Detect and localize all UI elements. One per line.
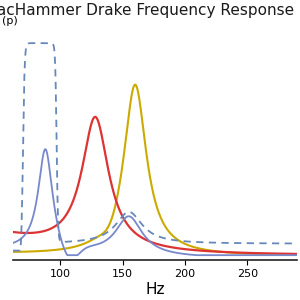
Text: TacHammer Drake Frequency Response: TacHammer Drake Frequency Response [0, 3, 294, 18]
Y-axis label: (p): (p) [2, 16, 18, 26]
X-axis label: Hz: Hz [146, 282, 165, 297]
